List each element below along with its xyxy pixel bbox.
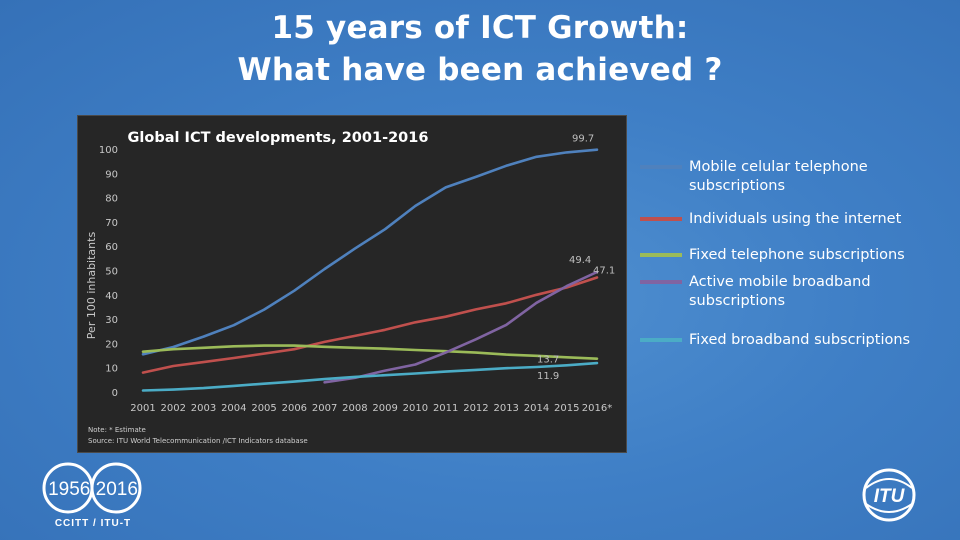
y-tick-label: 10 xyxy=(105,364,118,375)
series-line-0 xyxy=(141,148,599,356)
y-tick-label: 40 xyxy=(105,291,118,302)
legend-item: Fixed broadband subscriptions xyxy=(640,331,919,350)
chart-title: Global ICT developments, 2001-2016 xyxy=(128,130,429,146)
chart-note: Note: * Estimate xyxy=(88,426,146,434)
x-tick-label: 2002 xyxy=(161,403,186,414)
y-tick-label: 100 xyxy=(99,145,118,156)
legend-swatch xyxy=(640,280,682,284)
x-tick-label: 2009 xyxy=(372,403,397,414)
x-tick-label: 2012 xyxy=(463,403,488,414)
x-tick-label: 2014 xyxy=(524,403,549,414)
x-tick-label: 2011 xyxy=(433,403,458,414)
data-label: 99.7 xyxy=(572,134,594,145)
legend-label: Mobile celular telephone subscriptions xyxy=(689,159,868,194)
chart-panel: Global ICT developments, 2001-2016 Per 10… xyxy=(77,115,627,453)
legend-item: Active mobile broadband subscriptions xyxy=(640,273,919,311)
x-tick-label: 2007 xyxy=(312,403,337,414)
x-tick-label: 2005 xyxy=(251,403,276,414)
itu-logo: ITU xyxy=(862,468,916,522)
legend-item: Mobile celular telephone subscriptions xyxy=(640,158,919,196)
legend-swatch xyxy=(640,338,682,342)
y-tick-label: 20 xyxy=(105,339,118,350)
y-tick-label: 0 xyxy=(112,388,118,399)
y-axis-label: Per 100 inhabitants xyxy=(85,232,98,340)
x-tick-label: 2001 xyxy=(130,403,155,414)
svg-text:1956 2016: 1956 2016 xyxy=(48,479,138,500)
x-tick-label: 2015 xyxy=(554,403,579,414)
legend-label: Active mobile broadband subscriptions xyxy=(689,274,871,309)
x-tick-label: 2013 xyxy=(493,403,518,414)
ccitt-itu-t-anniversary-logo: 1956 2016 CCITT / ITU-T xyxy=(42,462,142,529)
slide-title-line2: What have been achieved ? xyxy=(237,52,723,88)
legend-label: Fixed telephone subscriptions xyxy=(689,247,905,263)
y-tick-label: 30 xyxy=(105,315,118,326)
legend-item: Fixed telephone subscriptions xyxy=(640,246,919,265)
y-tick-label: 80 xyxy=(105,194,118,205)
x-tick-label: 2004 xyxy=(221,403,246,414)
chart-source: Source: ITU World Telecommunication /ICT… xyxy=(88,437,308,445)
y-tick-label: 90 xyxy=(105,169,118,180)
legend-label: Fixed broadband subscriptions xyxy=(689,332,911,348)
x-tick-label: 2006 xyxy=(282,403,307,414)
legend-swatch xyxy=(640,165,682,169)
series-line-3 xyxy=(323,270,599,384)
data-label: 47.1 xyxy=(593,266,615,277)
series-line-2 xyxy=(141,344,599,360)
data-label: 49.4 xyxy=(569,255,591,266)
x-tick-label: 2008 xyxy=(342,403,367,414)
series-line-4 xyxy=(141,361,599,392)
x-tick-label: 2010 xyxy=(403,403,428,414)
data-label: 13.7 xyxy=(537,355,559,366)
x-tick-label: 2003 xyxy=(191,403,216,414)
x-tick-label: 2016* xyxy=(582,403,612,414)
data-label: 11.9 xyxy=(537,371,559,382)
legend-label: Individuals using the internet xyxy=(689,211,902,227)
line-chart: Global ICT developments, 2001-2016 Per 10… xyxy=(85,130,615,445)
legend-item: Individuals using the internet xyxy=(640,210,919,229)
y-tick-label: 50 xyxy=(105,267,118,278)
y-tick-label: 60 xyxy=(105,242,118,253)
series-line-1 xyxy=(141,276,599,374)
legend-swatch xyxy=(640,217,682,221)
slide-title-line1: 15 years of ICT Growth: xyxy=(271,10,689,46)
svg-text:CCITT / ITU-T: CCITT / ITU-T xyxy=(55,518,131,529)
svg-text:ITU: ITU xyxy=(874,486,906,507)
y-tick-label: 70 xyxy=(105,218,118,229)
legend-swatch xyxy=(640,253,682,257)
